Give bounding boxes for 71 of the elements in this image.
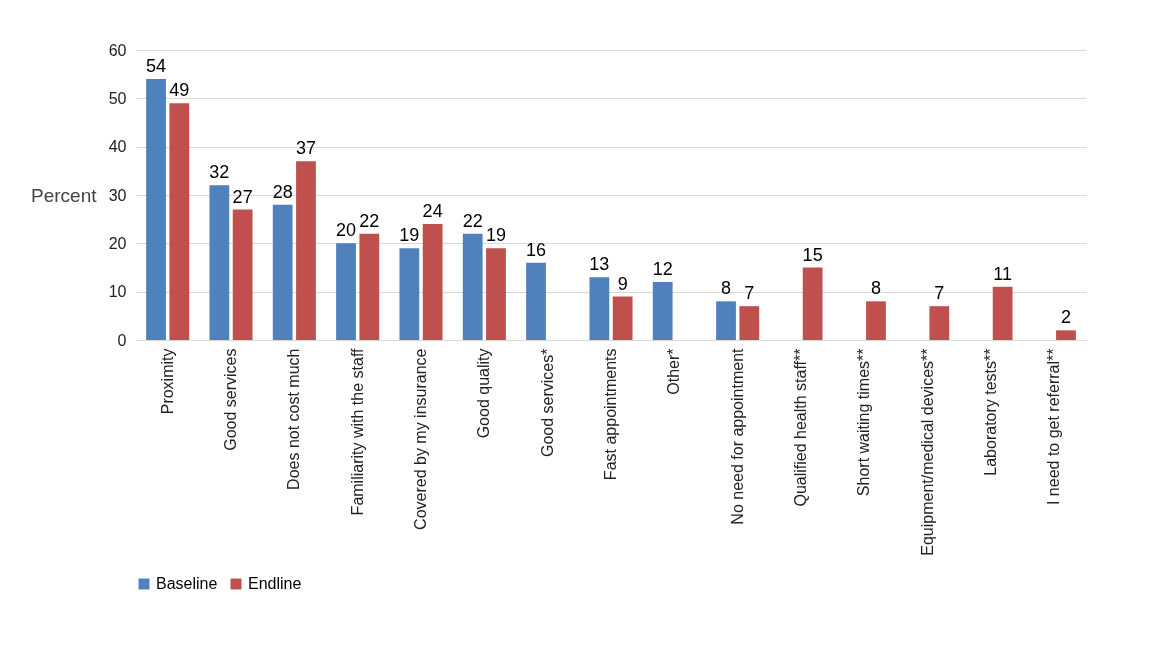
y-tick-label: 20 — [108, 234, 127, 252]
bar — [612, 296, 633, 340]
bar — [146, 79, 166, 340]
y-tick-label: 0 — [117, 331, 127, 349]
bar — [739, 306, 760, 340]
legend-label: Baseline — [156, 575, 218, 592]
x-tick-label: Good services* — [538, 348, 556, 457]
data-label: 22 — [462, 210, 483, 231]
y-tick-label: 10 — [108, 283, 127, 301]
bar — [589, 277, 610, 340]
data-label: 11 — [993, 263, 1012, 284]
data-label: 12 — [652, 259, 673, 279]
x-tick-label: No need for appointment — [728, 347, 746, 525]
x-tick-label: Laboratory tests** — [982, 348, 999, 476]
data-label: 49 — [169, 80, 190, 101]
bar — [652, 282, 673, 340]
data-label: 37 — [295, 138, 316, 159]
data-label: 8 — [721, 278, 732, 299]
data-label: 28 — [272, 181, 293, 202]
y-tick-label: 30 — [108, 186, 127, 204]
bar — [526, 262, 546, 340]
data-label: 16 — [526, 239, 547, 260]
x-tick-label: Covered by my insurance — [412, 348, 429, 530]
y-tick-label: 40 — [108, 138, 127, 156]
bar — [209, 185, 230, 340]
x-tick-label: Does not cost much — [285, 348, 303, 490]
x-tick-label: Short waiting times** — [855, 348, 873, 497]
data-label: 24 — [422, 201, 443, 221]
data-label: 22 — [359, 210, 380, 231]
x-tick-label: I need to get referral** — [1045, 348, 1063, 506]
y-tick-label: 60 — [108, 41, 127, 59]
x-tick-label: Good services — [222, 348, 239, 451]
bar — [1056, 330, 1076, 340]
bar — [359, 233, 380, 340]
data-label: 27 — [232, 186, 253, 207]
bar — [272, 204, 293, 340]
x-tick-label: Good quality — [475, 348, 493, 439]
bar — [992, 286, 1013, 340]
data-label: 32 — [209, 162, 230, 183]
x-tick-label: Fast appointments — [602, 348, 619, 481]
bar — [486, 248, 506, 340]
data-label: 19 — [399, 225, 420, 246]
y-tick-label: 50 — [108, 89, 127, 107]
bar — [462, 233, 483, 340]
bar — [866, 301, 886, 340]
data-label: 2 — [1060, 307, 1071, 328]
x-tick-label: Proximity — [158, 348, 176, 415]
bar — [232, 209, 253, 340]
data-label: 19 — [485, 225, 506, 246]
data-label: 54 — [146, 56, 167, 76]
data-label: 13 — [589, 254, 610, 275]
y-axis-title: Percent — [31, 184, 98, 206]
bar — [929, 306, 950, 340]
x-tick-label: Other* — [665, 348, 683, 395]
bar — [296, 161, 316, 340]
bar — [422, 224, 443, 340]
x-tick-label: Familiarity with the staff — [348, 347, 366, 516]
bar — [802, 267, 823, 340]
bar — [336, 243, 356, 340]
data-label: 15 — [802, 244, 823, 265]
data-label: 9 — [617, 273, 628, 294]
x-tick-label: Equipment/medical devices** — [918, 348, 936, 556]
bar — [716, 301, 736, 340]
bar — [399, 248, 420, 340]
data-label: 7 — [934, 283, 945, 304]
data-label: 20 — [336, 220, 357, 241]
data-label: 7 — [744, 283, 755, 304]
bar — [169, 103, 190, 340]
data-label: 8 — [870, 278, 881, 299]
x-tick-label: Qualified health staff** — [792, 348, 809, 507]
legend-label: Endline — [248, 575, 302, 592]
